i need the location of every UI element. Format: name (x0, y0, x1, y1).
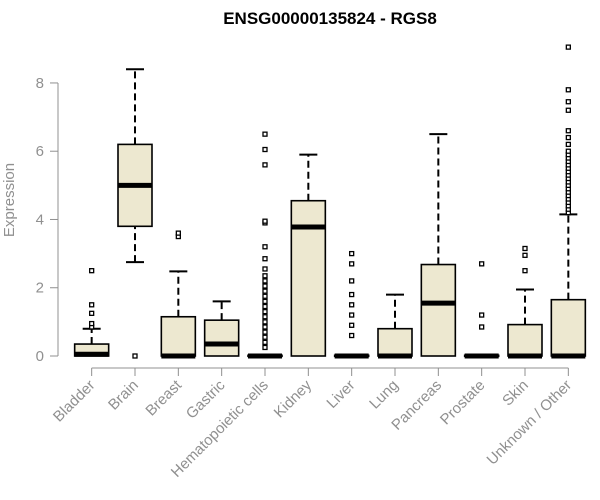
outlier-point (262, 308, 268, 315)
outlier-point (565, 134, 571, 141)
outlier-point (262, 314, 268, 320)
outlier-point (522, 268, 528, 274)
outlier-point (479, 261, 485, 267)
outlier-point (262, 266, 268, 272)
outlier-point (565, 99, 571, 105)
outlier-point (349, 291, 355, 298)
x-tick-label: Skin (499, 377, 532, 410)
x-tick-label: Bladder (50, 377, 99, 426)
box-iqr (203, 319, 240, 357)
outlier-point (479, 324, 485, 330)
x-tick-label: Lung (366, 377, 402, 413)
chart-title: ENSG00000135824 - RGS8 (223, 9, 437, 28)
outlier-point (479, 312, 485, 318)
box-hematopoietic-cells (247, 131, 283, 359)
y-tick-label: 0 (36, 348, 44, 365)
box-kidney (290, 153, 327, 357)
outlier-point (262, 162, 268, 168)
outlier-point (349, 332, 355, 339)
outlier-point (175, 230, 181, 236)
outlier-point (262, 329, 268, 335)
outlier-point (262, 218, 268, 224)
outlier-point (565, 44, 571, 50)
outlier-point (349, 302, 355, 308)
outlier-point (522, 245, 528, 252)
boxes-group (73, 44, 587, 359)
outlier-point (262, 278, 268, 284)
outlier-point (349, 312, 355, 318)
outlier-point (565, 107, 571, 113)
outlier-point (262, 324, 268, 330)
outlier-point (262, 298, 268, 305)
outlier-point (349, 261, 355, 267)
outlier-point (262, 256, 268, 262)
outlier-point (349, 250, 355, 257)
outlier-point (262, 131, 268, 137)
box-pancreas (420, 133, 457, 357)
outlier-point (89, 320, 95, 327)
outlier-point (565, 128, 571, 134)
y-axis: 0 2 4 6 8 (36, 75, 59, 365)
x-tick-label: Kidney (271, 376, 316, 421)
y-tick-label: 6 (36, 143, 44, 160)
outlier-point (89, 302, 95, 308)
outlier-point (262, 288, 268, 294)
box-iqr (160, 315, 197, 357)
outlier-point (262, 344, 268, 351)
outlier-point (262, 334, 268, 340)
box-iqr (507, 323, 543, 357)
box-liver (333, 250, 370, 359)
x-tick-label: Liver (323, 377, 358, 412)
x-tick-label: Prostate (437, 377, 489, 429)
outlier-point (565, 141, 571, 148)
outlier-point (89, 268, 95, 274)
box-skin (507, 245, 543, 359)
y-axis-label: Expression (1, 163, 18, 237)
y-tick-label: 8 (36, 75, 44, 92)
box-gastric (203, 300, 240, 357)
outlier-point (262, 146, 268, 153)
outlier-point (262, 273, 268, 279)
outlier-point (349, 322, 355, 328)
box-breast (160, 230, 197, 359)
outlier-point (349, 278, 355, 284)
box-brain (117, 68, 153, 359)
box-iqr (377, 327, 413, 357)
box-iqr (290, 199, 327, 357)
outlier-point (262, 339, 268, 345)
box-lung (377, 293, 413, 359)
box-bladder (73, 268, 110, 357)
outlier-point (262, 303, 268, 310)
x-tick-label: Breast (142, 376, 185, 419)
box-iqr (420, 263, 457, 357)
box-unknown-other (550, 44, 587, 359)
box-iqr (550, 298, 587, 357)
outlier-point (565, 148, 571, 154)
box-prostate (463, 261, 500, 359)
outlier-point (522, 252, 528, 258)
outlier-point (262, 283, 268, 289)
y-tick-label: 4 (36, 211, 44, 228)
outlier-point (89, 310, 95, 316)
outlier-point (132, 353, 138, 359)
x-tick-label: Brain (105, 377, 142, 414)
outlier-point (262, 319, 268, 325)
y-tick-label: 2 (36, 280, 44, 297)
outlier-point (262, 244, 268, 250)
outlier-point (565, 87, 571, 93)
outlier-point (262, 293, 268, 299)
